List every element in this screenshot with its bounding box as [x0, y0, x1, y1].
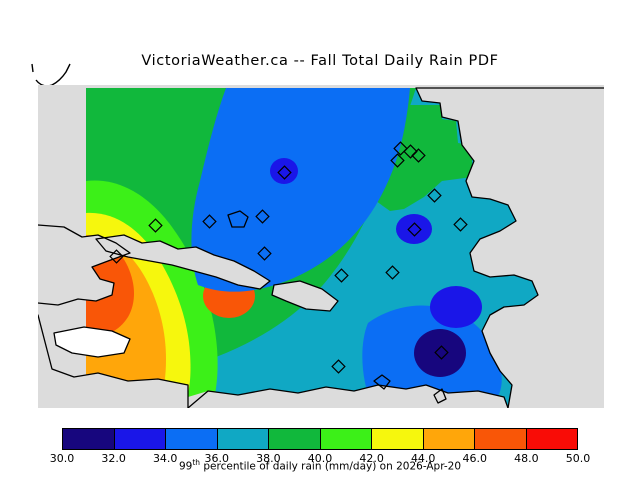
- colorbar-bands: [62, 428, 578, 450]
- coastline-layer: [38, 87, 604, 408]
- station-marker: [407, 222, 422, 237]
- caption-suffix: percentile of daily rain (mm/day) on 202…: [200, 460, 462, 473]
- colorbar-tick-38.0: 38.0: [256, 452, 281, 465]
- station-marker: [148, 218, 163, 233]
- station-marker: [334, 268, 349, 283]
- contour-map: [38, 87, 604, 408]
- contour-band-30-32-core: [414, 329, 466, 377]
- colorbar-band-40-42: [320, 429, 372, 449]
- station-marker: [390, 153, 405, 168]
- colorbar-tick-50.0: 50.0: [565, 452, 591, 465]
- colorbar-tick-36.0: 36.0: [204, 452, 230, 465]
- station-marker: [257, 246, 272, 261]
- station-marker: [411, 148, 426, 163]
- station-marker: [331, 359, 346, 374]
- colorbar-tick-30.0: 30.0: [49, 452, 75, 465]
- station-marker: [277, 165, 292, 180]
- colorbar-band-42-44: [372, 429, 424, 449]
- station-marker: [427, 188, 442, 203]
- map-panel: [38, 85, 604, 408]
- caption-superscript: th: [192, 458, 201, 467]
- colorbar-tick-46.0: 46.0: [462, 452, 488, 465]
- land-east: [416, 88, 604, 408]
- contour-band-34-36: [191, 88, 410, 292]
- land-west-lower: [38, 315, 188, 408]
- station-marker: [385, 265, 400, 280]
- land-island-central: [96, 235, 270, 289]
- landmask-layer: [38, 88, 604, 408]
- colorbar-tick-labels: 30.0 32.0 34.0 36.0 38.0 40.0 42.0 44.0 46.0 48.0…: [50, 452, 591, 466]
- station-marker: [202, 214, 217, 229]
- land-south: [188, 385, 508, 408]
- caption-prefix: 99: [178, 460, 193, 473]
- colorbar-tick-48.0: 48.0: [514, 452, 539, 465]
- contour-band-32-34-north: [270, 158, 298, 184]
- colorbar-tick-34.0: 34.0: [152, 452, 178, 465]
- colorbar-band-44-46: [423, 429, 475, 449]
- colorbar-tick-44.0: 44.0: [410, 452, 436, 465]
- water-inlet-west: [54, 327, 130, 357]
- colorbar: 30.0 32.0 34.0 36.0 38.0 40.0 42.0 44.0 46.0 48.0…: [50, 428, 590, 465]
- station-marker: [434, 345, 449, 360]
- colorbar-tick-32.0: 32.0: [101, 452, 126, 465]
- station-marker: [109, 249, 124, 264]
- colorbar-band-36-38: [217, 429, 269, 449]
- station-marker-layer: [109, 141, 468, 374]
- colorbar-band-48-50: [526, 429, 577, 449]
- colorbar-caption: 99th percentile of daily rain (mm/day) o…: [0, 458, 640, 473]
- colorbar-band-32-34: [114, 429, 166, 449]
- colorbar-tick-40.0: 40.0: [307, 452, 333, 465]
- stray-coastline-fragment: [31, 63, 71, 87]
- contour-band-32-34-east: [396, 214, 432, 244]
- colorbar-tick-42.0: 42.0: [359, 452, 384, 465]
- station-marker: [255, 209, 270, 224]
- colorbar-band-34-36: [166, 429, 218, 449]
- land-island-se: [272, 281, 338, 311]
- figure-title: VictoriaWeather.ca -- Fall Total Daily R…: [141, 53, 499, 69]
- colorbar-band-38-40: [269, 429, 321, 449]
- station-marker: [453, 217, 468, 232]
- contour-band-32-34-northeast: [430, 286, 482, 328]
- colorbar-band-46-48: [475, 429, 527, 449]
- colorbar-band-30-32: [63, 429, 115, 449]
